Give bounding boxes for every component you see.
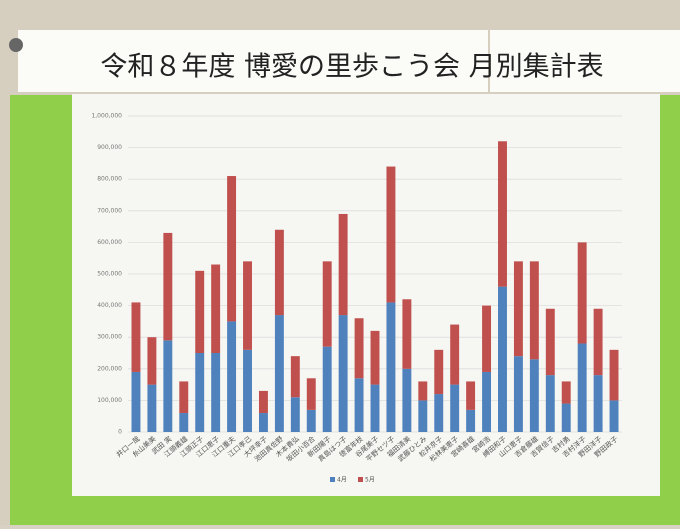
bar-segment [354, 318, 364, 379]
bar-segment [322, 261, 332, 347]
y-tick-label: 900,000 [97, 144, 122, 151]
bar-segment [577, 343, 587, 432]
bar-segment [450, 384, 460, 432]
bar-segment [450, 324, 460, 385]
bar-segment [243, 349, 252, 432]
bar-segment [545, 375, 555, 432]
bar-segment [513, 356, 523, 432]
bar-segment [243, 261, 252, 350]
bar-segment [338, 315, 348, 432]
bar-segment [466, 409, 476, 432]
bar-segment [370, 330, 380, 385]
bar-segment [593, 308, 603, 376]
chart-title: 令和８年度 博愛の里歩こう会 月別集計表 [100, 52, 603, 83]
bar-segment [434, 349, 444, 395]
bar-segment [513, 261, 523, 357]
legend-label: 5月 [365, 477, 375, 484]
bar-segment [147, 337, 157, 385]
bar-segment [418, 381, 428, 401]
bar-segment [386, 302, 396, 432]
bar-segment [482, 305, 492, 372]
bar-segment [322, 346, 332, 432]
bar-segment [370, 384, 380, 432]
bar-segment [529, 261, 539, 360]
bar-segment [147, 384, 157, 432]
bar-segment [274, 315, 284, 432]
legend-swatch [358, 477, 363, 482]
bar-segment [131, 371, 141, 432]
bar-segment [290, 356, 300, 398]
bar-segment [498, 141, 507, 287]
bar-segment [195, 353, 205, 432]
bar-segment [290, 397, 300, 432]
legend-label: 4月 [337, 477, 347, 484]
pin [9, 38, 23, 52]
bar-segment [418, 400, 428, 432]
bar-segment [498, 286, 507, 432]
bar-segment [402, 368, 412, 432]
y-tick-label: 1,000,000 [91, 113, 122, 120]
bar-segment [545, 308, 555, 376]
banner-paper [490, 30, 680, 92]
y-tick-label: 400,000 [97, 302, 122, 309]
bar-segment [131, 302, 141, 372]
bar-segment [434, 394, 444, 432]
bar-segment [609, 349, 619, 401]
y-tick-label: 200,000 [97, 365, 122, 372]
y-tick-label: 300,000 [97, 334, 122, 341]
chart-paper [72, 94, 660, 496]
bar-segment [561, 381, 571, 404]
bar-segment [561, 403, 571, 432]
bar-segment [163, 232, 173, 341]
bar-segment [482, 371, 492, 432]
bar-segment [577, 242, 587, 344]
y-tick-label: 600,000 [97, 239, 122, 246]
bar-segment [354, 378, 364, 432]
bar-segment [466, 381, 476, 410]
bar-segment [227, 176, 237, 322]
y-tick-label: 100,000 [97, 397, 122, 404]
banner-paper [18, 30, 488, 92]
bar-segment [163, 340, 173, 432]
bar-segment [195, 270, 205, 353]
y-tick-label: 700,000 [97, 207, 122, 214]
y-tick-label: 800,000 [97, 176, 122, 183]
bar-segment [179, 413, 189, 432]
bar-segment [529, 359, 539, 432]
y-tick-label: 0 [118, 429, 122, 436]
bar-segment [211, 264, 221, 353]
bar-segment [227, 321, 237, 432]
bar-segment [258, 390, 268, 414]
plot: 0 100,000 200,000 300,000 400,000 500,000 600,… [91, 113, 622, 484]
bar-segment [402, 299, 412, 369]
legend-swatch [330, 477, 335, 482]
bar-segment [258, 413, 268, 432]
bar-segment [338, 213, 348, 316]
bar-segment [306, 378, 316, 410]
bar-segment [593, 375, 603, 432]
y-tick-label: 500,000 [97, 271, 122, 278]
bar-segment [274, 229, 284, 316]
bar-segment [609, 400, 619, 432]
bar-segment [386, 166, 396, 303]
bar-segment [179, 381, 189, 414]
bar-segment [306, 409, 316, 432]
bar-segment [211, 353, 221, 432]
